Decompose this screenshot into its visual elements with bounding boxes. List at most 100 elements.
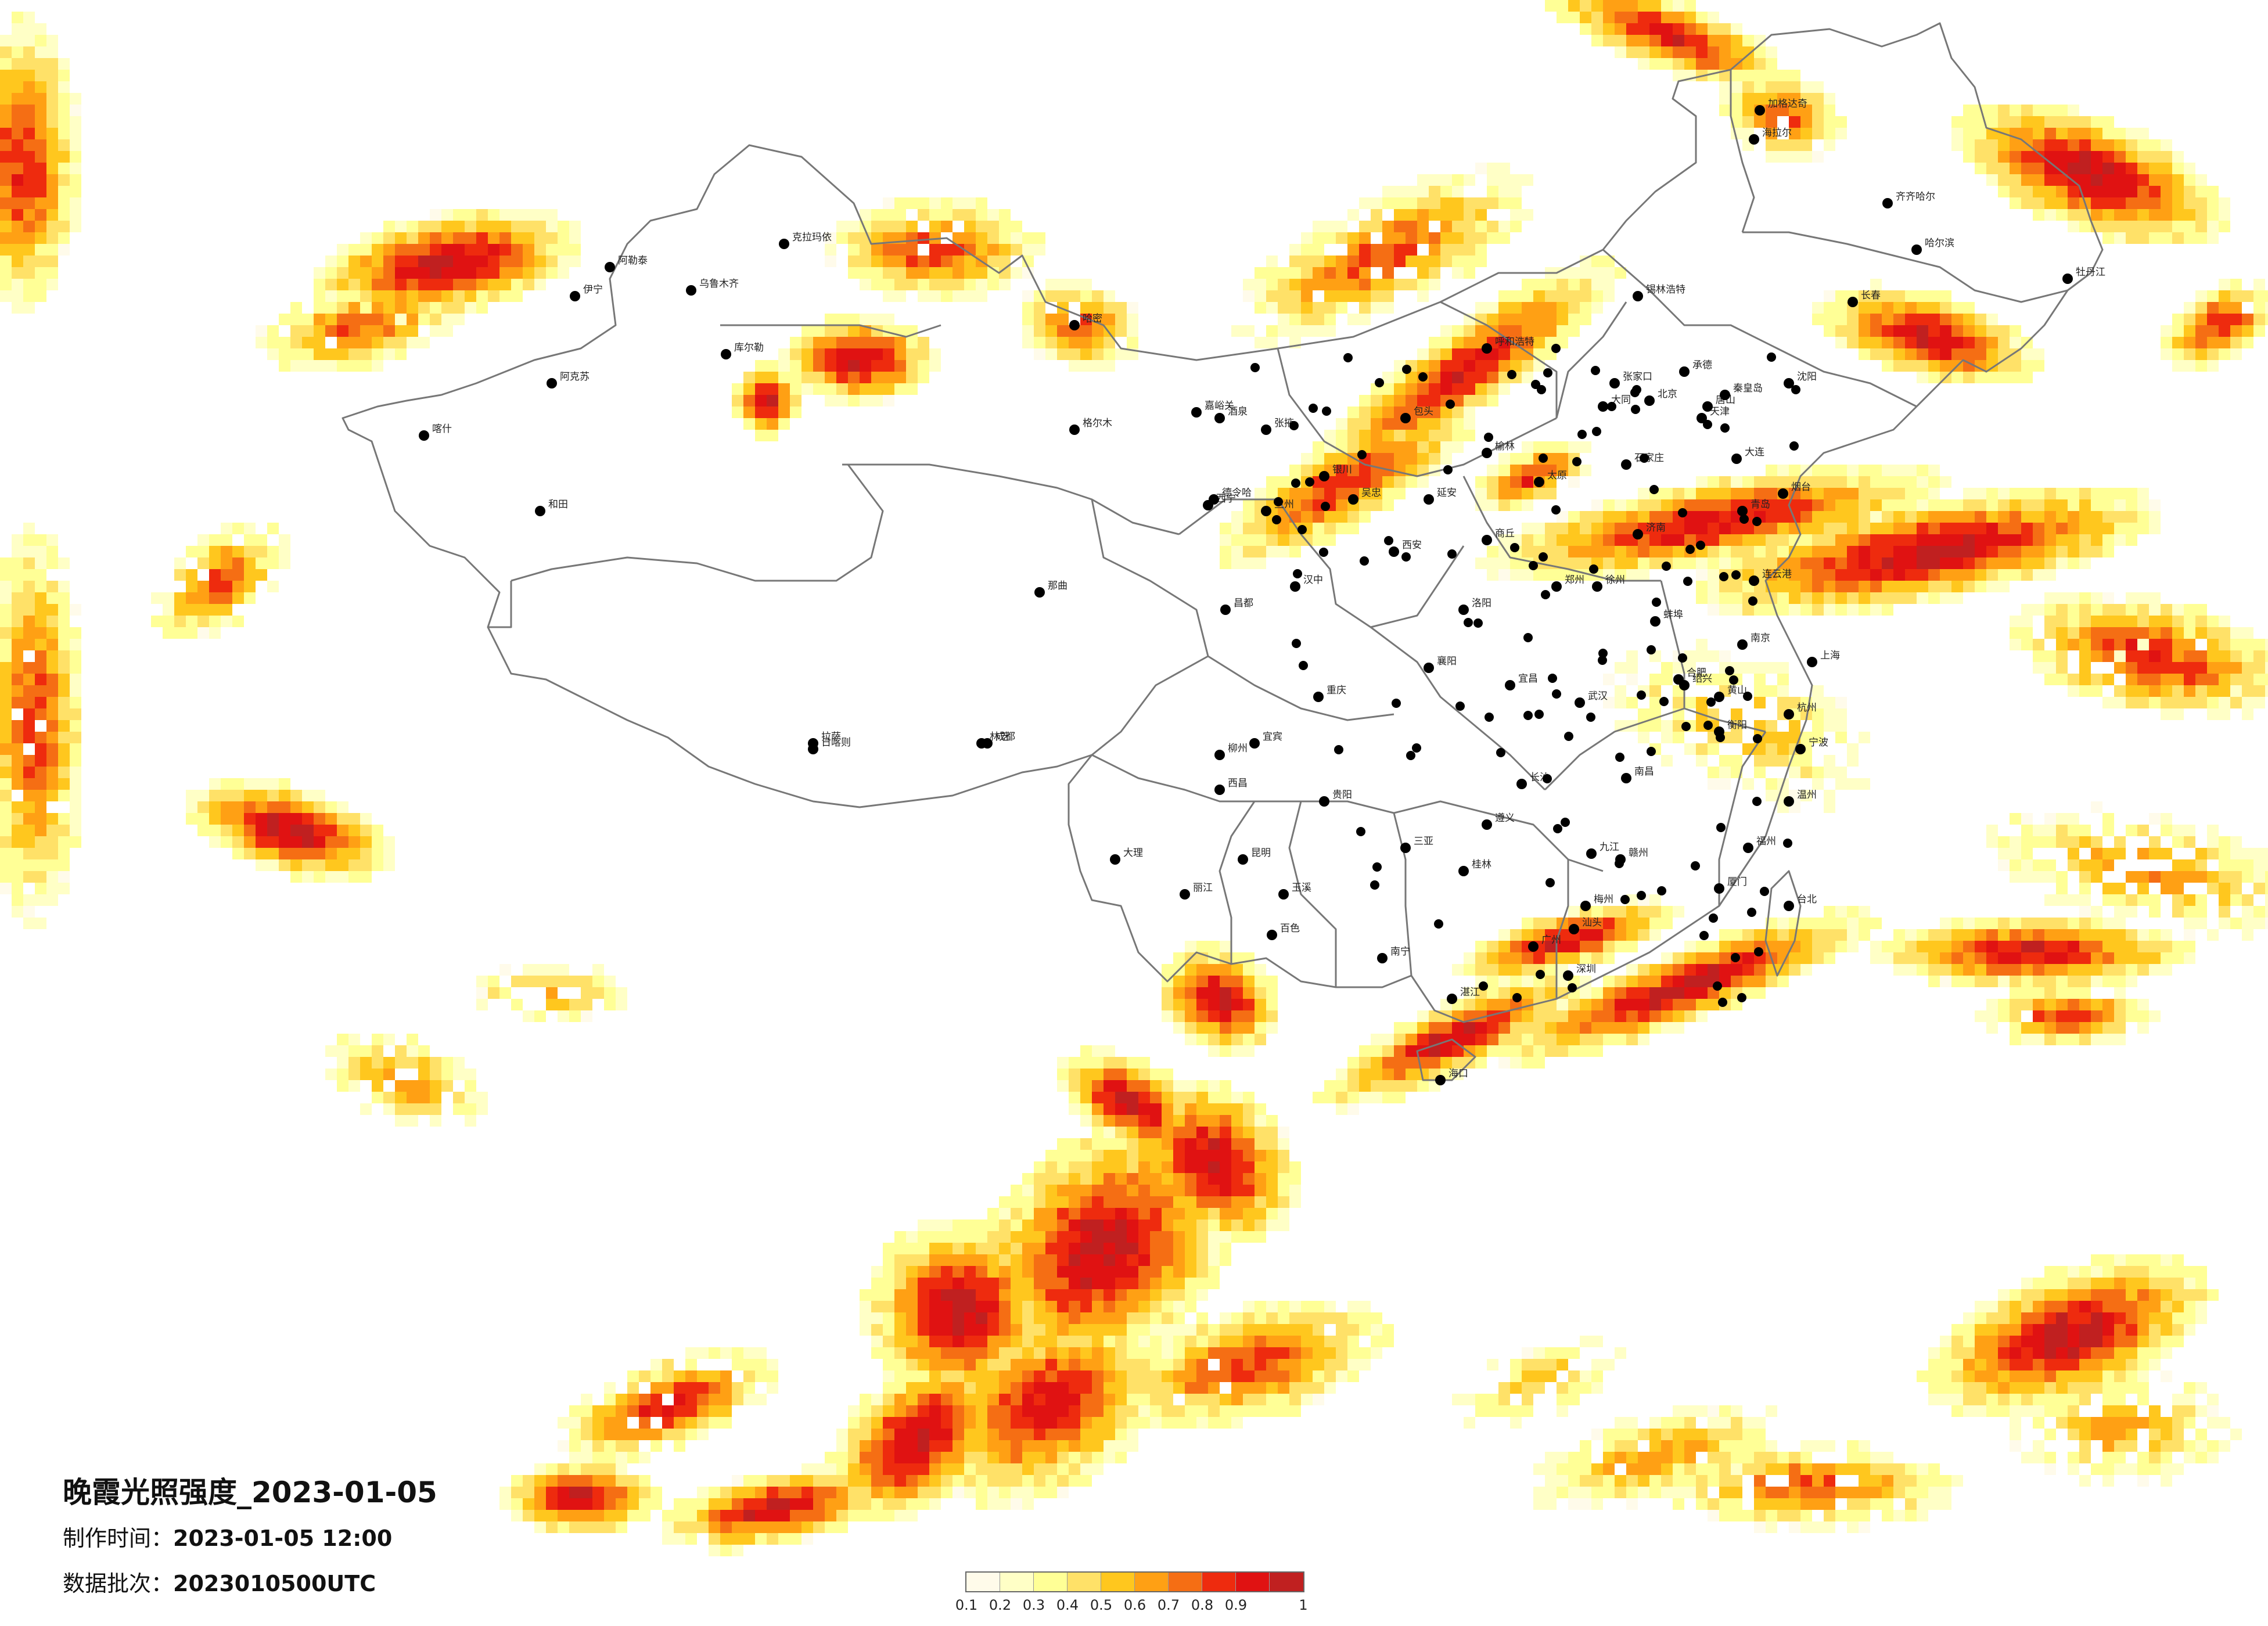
- intensity-cell: [1371, 418, 1382, 430]
- intensity-cell: [1452, 244, 1464, 256]
- intensity-cell: [337, 825, 348, 836]
- intensity-cell: [1266, 1370, 1278, 1382]
- intensity-cell: [953, 1243, 964, 1254]
- intensity-cell: [1080, 1138, 1092, 1150]
- intensity-cell: [1417, 232, 1429, 244]
- intensity-cell: [941, 1312, 953, 1324]
- intensity-cell: [1545, 290, 1557, 302]
- intensity-cell: [1196, 1278, 1208, 1289]
- intensity-cell: [244, 825, 256, 836]
- intensity-cell: [232, 778, 244, 790]
- intensity-cell: [883, 395, 894, 406]
- intensity-cell: [360, 1045, 372, 1057]
- intensity-cell: [1545, 964, 1557, 976]
- intensity-cell: [1545, 546, 1557, 557]
- intensity-cell: [1011, 1220, 1022, 1231]
- intensity-cell: [1766, 523, 1777, 534]
- intensity-cell: [1638, 976, 1649, 987]
- intensity-cell: [1069, 1208, 1080, 1220]
- intensity-cell: [1266, 1347, 1278, 1359]
- intensity-cell: [1824, 720, 1835, 732]
- intensity-cell: [1220, 1045, 1231, 1057]
- intensity-cell: [2207, 627, 2219, 639]
- intensity-cell: [1162, 1301, 1173, 1312]
- intensity-cell: [2091, 1324, 2102, 1336]
- intensity-cell: [987, 1324, 999, 1336]
- intensity-cell: [1545, 1045, 1557, 1057]
- intensity-cell: [1324, 1092, 1336, 1103]
- intensity-cell: [372, 279, 383, 290]
- intensity-cell: [314, 813, 325, 825]
- intensity-cell: [2126, 1312, 2137, 1324]
- intensity-cell: [1092, 1173, 1104, 1185]
- intensity-cell: [302, 790, 314, 801]
- intensity-cell: [1347, 1057, 1359, 1069]
- intensity-cell: [999, 1394, 1011, 1405]
- intensity-cell: [1208, 1324, 1220, 1336]
- intensity-cell: [1893, 581, 1905, 592]
- intensity-cell: [476, 232, 488, 244]
- intensity-cell: [244, 790, 256, 801]
- intensity-cell: [1022, 267, 1034, 279]
- intensity-cell: [1812, 314, 1824, 325]
- intensity-cell: [1777, 465, 1789, 476]
- intensity-cell: [2137, 685, 2149, 697]
- intensity-cell: [1034, 1196, 1045, 1208]
- intensity-cell: [348, 244, 360, 256]
- intensity-cell: [1347, 1092, 1359, 1103]
- intensity-cell: [1754, 476, 1766, 488]
- intensity-cell: [1382, 267, 1394, 279]
- intensity-cell: [2114, 1324, 2126, 1336]
- intensity-cell: [1440, 325, 1452, 337]
- intensity-cell: [848, 244, 860, 256]
- intensity-cell: [987, 1301, 999, 1312]
- intensity-cell: [2126, 511, 2137, 523]
- intensity-cell: [2114, 976, 2126, 987]
- intensity-cell: [1034, 337, 1045, 348]
- intensity-cell: [2010, 639, 2021, 650]
- intensity-cell: [1104, 1057, 1115, 1069]
- intensity-cell: [395, 232, 407, 244]
- intensity-cell: [1649, 499, 1661, 511]
- intensity-cell: [1510, 1382, 1522, 1394]
- intensity-cell: [383, 325, 395, 337]
- intensity-cell: [1417, 267, 1429, 279]
- intensity-cell: [1696, 12, 1708, 23]
- intensity-cell: [511, 279, 523, 290]
- intensity-cell: [1824, 906, 1835, 918]
- intensity-cell: [1835, 569, 1847, 581]
- intensity-cell: [1336, 476, 1347, 488]
- intensity-cell: [871, 1278, 883, 1289]
- intensity-cell: [1034, 1173, 1045, 1185]
- intensity-cell: [12, 720, 23, 732]
- intensity-cell: [871, 1347, 883, 1359]
- intensity-cell: [348, 1057, 360, 1069]
- intensity-cell: [46, 813, 58, 825]
- intensity-cell: [2195, 697, 2207, 708]
- intensity-cell: [1870, 523, 1882, 534]
- intensity-cell: [894, 1324, 906, 1336]
- intensity-cell: [2102, 116, 2114, 128]
- intensity-cell: [1766, 46, 1777, 58]
- intensity-cell: [1986, 836, 1998, 848]
- intensity-cell: [883, 256, 894, 267]
- intensity-cell: [1231, 1208, 1243, 1220]
- intensity-cell: [1661, 23, 1673, 35]
- intensity-cell: [1382, 1324, 1394, 1336]
- intensity-cell: [325, 813, 337, 825]
- intensity-cell: [35, 151, 46, 163]
- intensity-cell: [0, 151, 12, 163]
- intensity-cell: [267, 848, 279, 859]
- intensity-cell: [1963, 151, 1975, 163]
- intensity-cell: [1173, 1254, 1185, 1266]
- intensity-cell: [1243, 1347, 1255, 1359]
- intensity-cell: [860, 360, 871, 372]
- intensity-cell: [23, 627, 35, 639]
- intensity-cell: [430, 1115, 441, 1127]
- intensity-cell: [1475, 964, 1487, 976]
- intensity-cell: [953, 267, 964, 279]
- intensity-cell: [1533, 441, 1545, 453]
- intensity-cell: [2126, 151, 2137, 163]
- intensity-cell: [1231, 1196, 1243, 1208]
- intensity-cell: [685, 1359, 697, 1370]
